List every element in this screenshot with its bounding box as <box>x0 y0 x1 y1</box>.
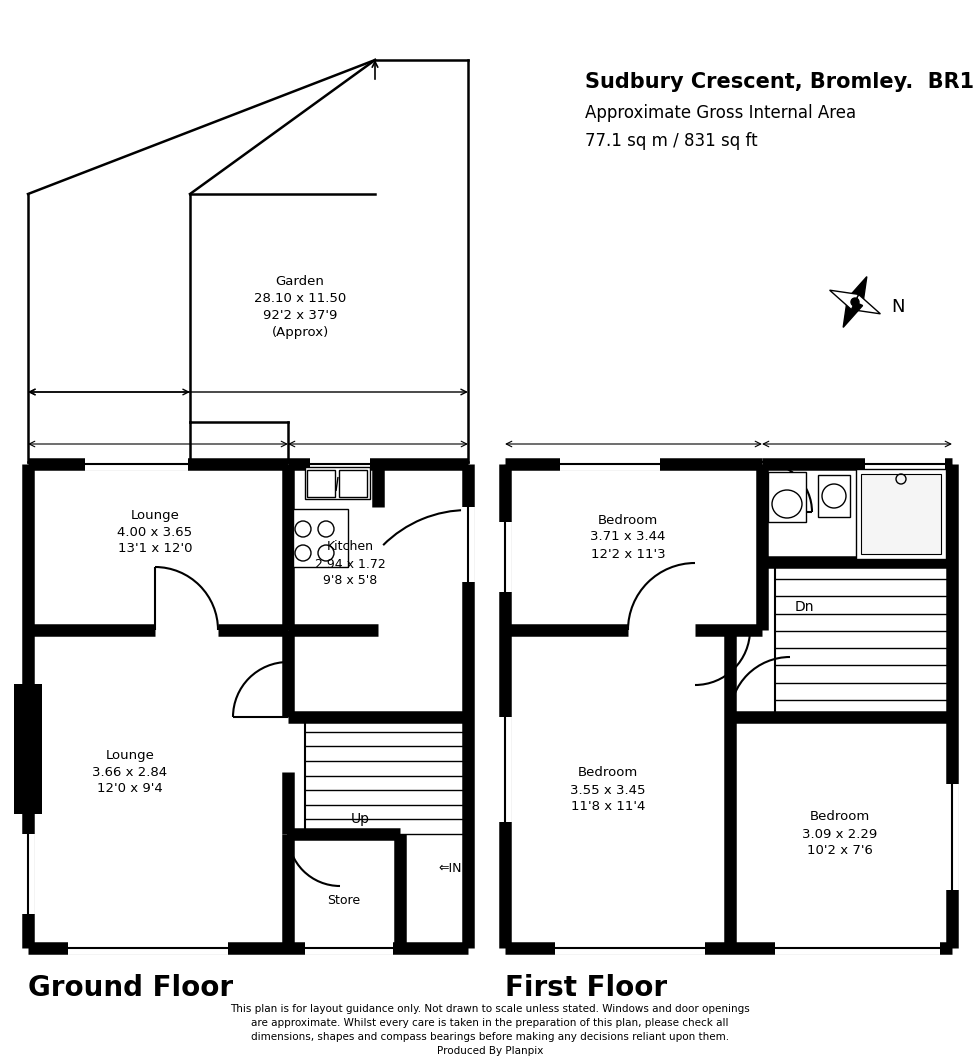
Polygon shape <box>843 298 862 327</box>
Text: Store: Store <box>327 893 361 907</box>
Text: Approximate Gross Internal Area: Approximate Gross Internal Area <box>585 104 857 122</box>
Ellipse shape <box>772 490 802 518</box>
Bar <box>768 472 806 523</box>
Bar <box>28 464 468 948</box>
Text: Bedroom
3.55 x 3.45
11'8 x 11'4: Bedroom 3.55 x 3.45 11'8 x 11'4 <box>570 767 646 813</box>
Polygon shape <box>848 276 867 306</box>
Text: Dn: Dn <box>795 600 814 614</box>
Text: First Floor: First Floor <box>505 974 667 1003</box>
Text: Bedroom
3.09 x 2.29
10'2 x 7'6: Bedroom 3.09 x 2.29 10'2 x 7'6 <box>803 810 878 857</box>
Bar <box>861 474 941 554</box>
Bar <box>14 684 42 813</box>
Text: Ground Floor: Ground Floor <box>28 974 233 1003</box>
Text: Lounge
3.66 x 2.84
12'0 x 9'4: Lounge 3.66 x 2.84 12'0 x 9'4 <box>92 749 168 795</box>
Bar <box>856 469 946 559</box>
Bar <box>339 470 367 497</box>
Text: Bedroom
3.71 x 3.44
12'2 x 11'3: Bedroom 3.71 x 3.44 12'2 x 11'3 <box>590 514 665 561</box>
Bar <box>307 470 335 497</box>
Text: 77.1 sq m / 831 sq ft: 77.1 sq m / 831 sq ft <box>585 132 758 150</box>
Text: Kitchen
2.94 x 1.72
9'8 x 5'8: Kitchen 2.94 x 1.72 9'8 x 5'8 <box>315 541 385 587</box>
Polygon shape <box>852 294 880 314</box>
Bar <box>305 467 370 499</box>
Text: Up: Up <box>351 812 369 826</box>
Bar <box>505 464 952 948</box>
Polygon shape <box>830 290 858 310</box>
Text: Sudbury Crescent, Bromley.  BR1: Sudbury Crescent, Bromley. BR1 <box>585 72 974 92</box>
Bar <box>818 475 850 517</box>
Bar <box>293 509 348 567</box>
Text: Lounge
4.00 x 3.65
13'1 x 12'0: Lounge 4.00 x 3.65 13'1 x 12'0 <box>118 509 192 555</box>
Text: This plan is for layout guidance only. Not drawn to scale unless stated. Windows: This plan is for layout guidance only. N… <box>230 1004 750 1056</box>
Circle shape <box>851 298 859 306</box>
Text: ⇐IN: ⇐IN <box>438 862 462 875</box>
Text: Garden
28.10 x 11.50
92'2 x 37'9
(Approx): Garden 28.10 x 11.50 92'2 x 37'9 (Approx… <box>254 275 346 339</box>
Text: N: N <box>891 298 905 316</box>
